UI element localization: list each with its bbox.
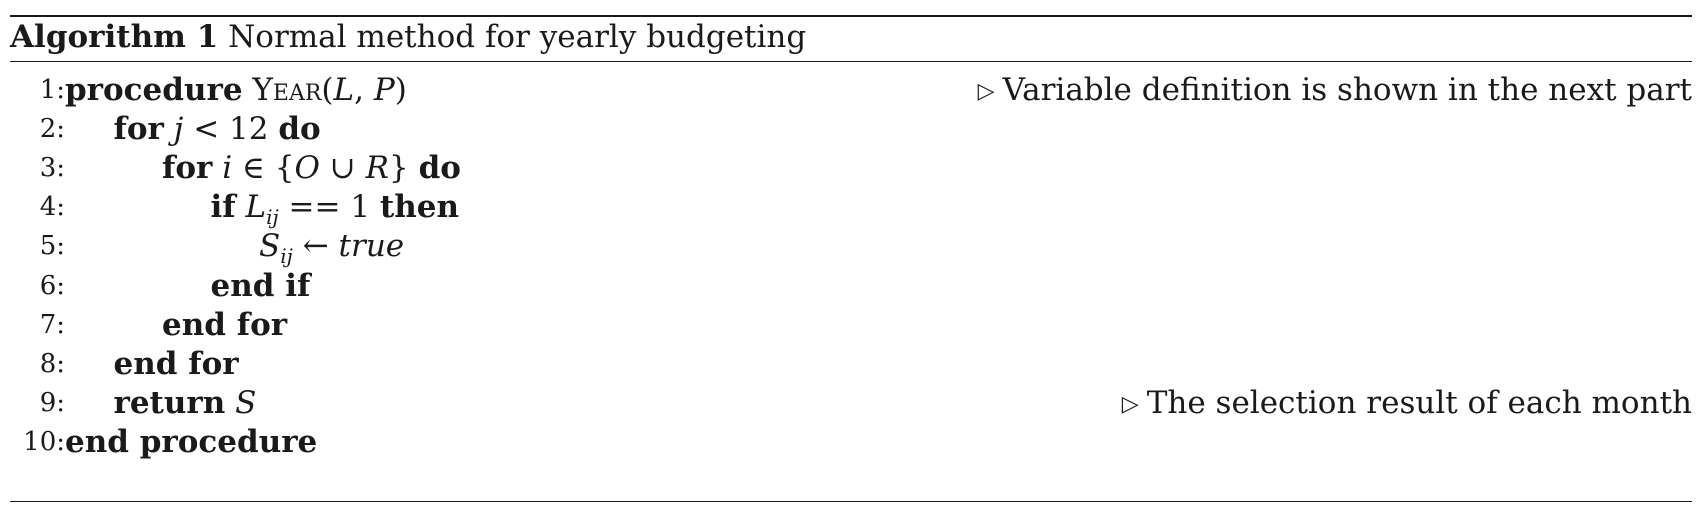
algorithm-label: Algorithm 1 [10,19,219,55]
algorithm-line: 4: if Lij == 1 then [10,187,1692,227]
math-symbol: true [338,228,405,265]
keyword: do [278,111,321,148]
top-rule [10,15,1692,18]
keyword: if [210,189,236,226]
algorithm-line: 8: end for [10,344,1692,384]
algorithm-block: Algorithm 1 Normal method for yearly bud… [10,0,1692,512]
line-number: 10: [23,426,65,457]
comment-text: Variable definition is shown in the next… [1002,72,1692,108]
line-number: 9: [39,387,65,418]
line-number: 6: [39,270,65,301]
line-number: 4: [39,192,65,223]
keyword: end for [113,345,239,382]
code-text: < 12 [183,111,279,148]
comment-triangle-icon: ▷ [1121,391,1139,417]
math-symbol: P [373,72,395,108]
math-symbol: S [259,228,281,265]
algorithm-line: 1: procedure Year(L, P) ▷ Variable definiti… [10,70,1692,110]
keyword: return [113,384,226,421]
math-symbol: L [245,189,267,226]
code-text: == 1 [278,189,380,226]
line-code: if Lij == 1 then [211,187,460,227]
algorithm-line: 6: end if [10,266,1692,306]
line-code: procedure Year(L, P) [65,70,407,110]
keyword: then [379,189,460,226]
keyword: end procedure [65,423,318,460]
bottom-rule [10,501,1692,503]
line-code: end for [162,305,287,345]
math-symbol: O [294,150,320,187]
algorithm-line: 3: for i ∈ {O ∪ R} do [10,148,1692,188]
keyword: do [418,150,461,187]
line-code: end if [211,266,311,306]
line-code: Sij ← true [259,226,404,266]
code-text [164,111,174,147]
code-text: ( [321,72,334,108]
line-number: 2: [39,114,65,145]
code-text [212,150,222,186]
keyword: for [113,111,164,148]
comment-triangle-icon: ▷ [977,79,995,104]
code-text [236,189,246,225]
algorithm-line: 7: end for [10,305,1692,345]
code-text: ← [292,228,339,265]
code-text [225,385,235,421]
line-code: end for [114,344,239,384]
algorithm-line: 9: return S ▷ The selection result of each … [10,383,1692,423]
math-symbol: R [365,150,389,187]
keyword: procedure [65,72,243,108]
math-symbol: L [333,72,355,108]
algorithm-caption: Algorithm 1 Normal method for yearly bud… [10,19,806,55]
math-symbol: ij [266,205,279,230]
line-code: end procedure [65,422,317,462]
code-text: , [354,72,374,108]
keyword: for [162,150,213,187]
math-symbol: ij [280,244,293,269]
line-number: 8: [39,348,65,379]
math-symbol: j [173,111,184,148]
line-number: 1: [39,75,65,105]
math-symbol: i [222,150,233,187]
algorithm-title: Normal method for yearly budgeting [228,19,807,55]
code-text: } [388,150,419,187]
line-code: for i ∈ {O ∪ R} do [162,148,461,188]
line-number: 5: [39,231,65,262]
procedure-name: Year [252,72,322,108]
line-number: 7: [39,309,65,340]
line-code: return S [114,383,257,423]
code-text [243,72,253,108]
code-text: ∪ [319,150,366,187]
algorithm-line: 5: Sij ← true [10,226,1692,266]
line-comment: ▷ The selection result of each month [1122,383,1692,425]
keyword: end for [162,306,288,343]
line-code: for j < 12 do [114,109,321,149]
algorithm-line: 2: for j < 12 do [10,109,1692,149]
keyword: end if [210,267,311,304]
algorithm-line: 10: end procedure [10,422,1692,462]
comment-text: The selection result of each month [1146,384,1692,421]
line-comment: ▷ Variable definition is shown in the nex… [978,70,1692,112]
line-number: 3: [39,153,65,184]
code-text: ) [394,72,407,108]
caption-rule [10,61,1692,63]
code-text: ∈ { [232,150,295,187]
math-symbol: S [235,384,257,421]
